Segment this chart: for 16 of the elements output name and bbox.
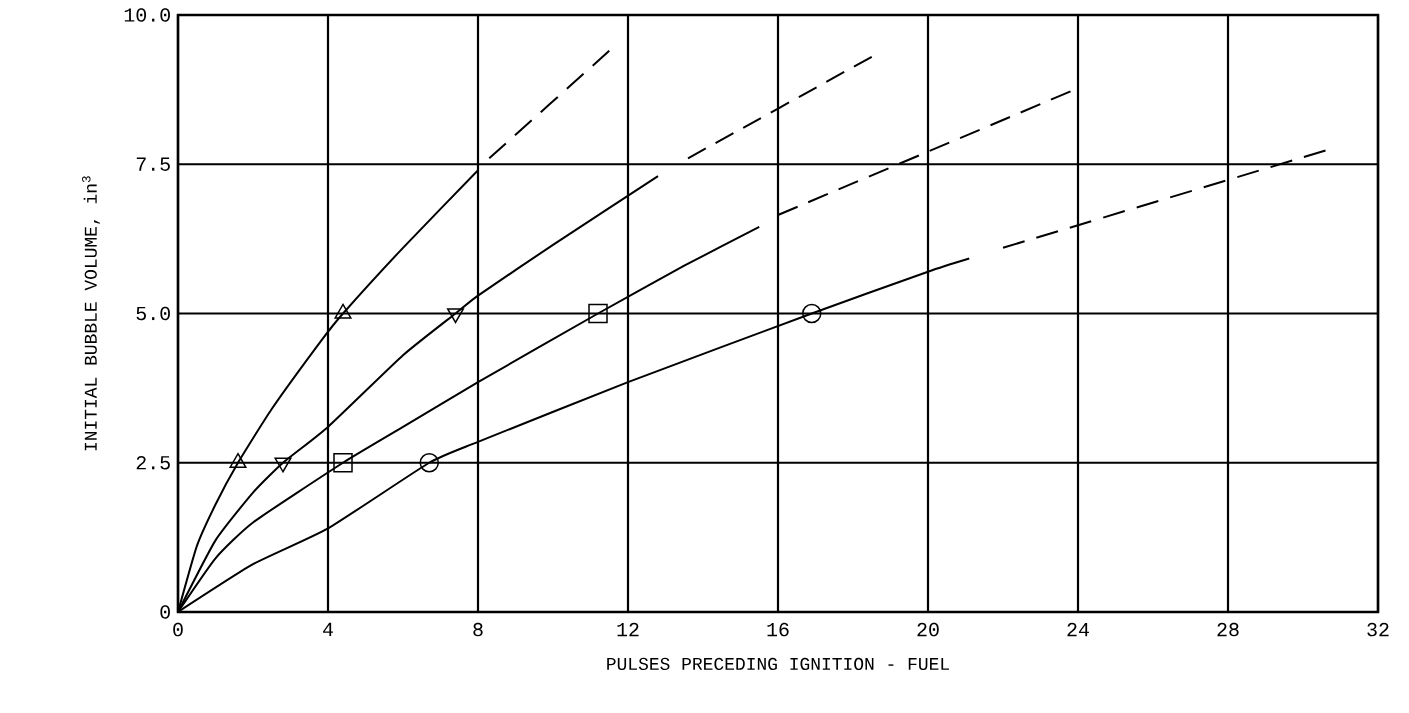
y-tick-label: 2.5 (136, 455, 170, 470)
x-tick-label: 28 (1217, 622, 1239, 637)
y-tick-label: 7.5 (136, 157, 170, 171)
x-tick-label: 16 (767, 622, 789, 637)
x-tick-label: 32 (1367, 622, 1389, 637)
x-tick-label: 4 (323, 622, 333, 636)
x-tick-label: 24 (1067, 622, 1089, 637)
x-axis-title: PULSES PRECEDING IGNITION - FUEL (607, 657, 950, 671)
x-tick-label: 8 (473, 622, 483, 637)
x-tick-label: 0 (173, 622, 183, 637)
y-tick-label: 0 (160, 605, 170, 619)
y-axis-title: INITIAL BUBBLE VOLUME, in$^{3}$ (82, 176, 100, 451)
x-tick-label: 20 (917, 622, 939, 637)
x-tick-label: 12 (617, 622, 639, 637)
y-tick-label: 5.0 (136, 306, 170, 321)
y-tick-label: 10.0 (124, 8, 170, 22)
